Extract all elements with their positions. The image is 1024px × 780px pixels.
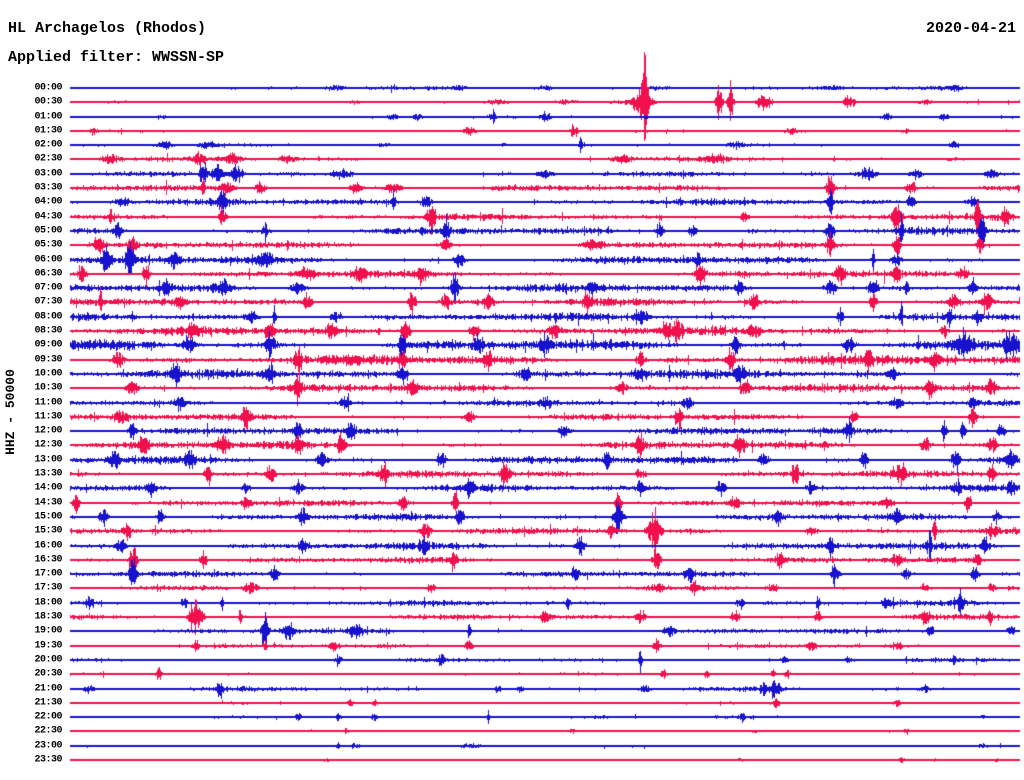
station-title: HL Archagelos (Rhodos)	[8, 20, 207, 37]
applied-filter-label: Applied filter: WWSSN-SP	[8, 49, 225, 66]
channel-scale-label: HHZ - 50000	[3, 369, 18, 455]
date-label: 2020-04-21	[925, 20, 1016, 37]
